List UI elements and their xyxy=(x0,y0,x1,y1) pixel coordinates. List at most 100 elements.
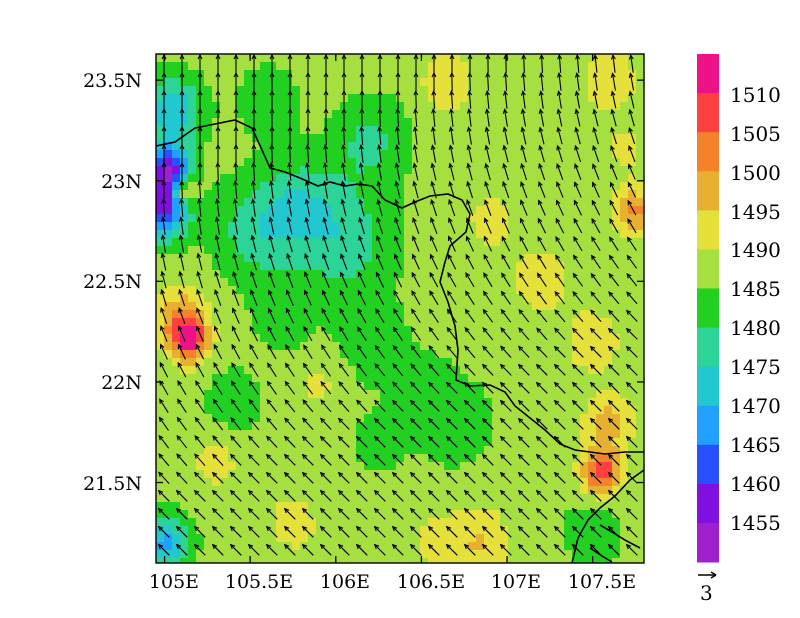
field-cell xyxy=(220,438,229,447)
field-cell xyxy=(220,190,229,199)
field-cell xyxy=(388,310,397,319)
field-cell xyxy=(612,230,621,239)
field-cell xyxy=(316,230,325,239)
field-cell xyxy=(364,454,373,463)
field-cell xyxy=(292,414,301,423)
field-cell xyxy=(348,438,357,447)
wind-vector xyxy=(445,453,458,466)
field-cell xyxy=(428,390,437,399)
field-cell xyxy=(508,134,517,143)
field-cell xyxy=(204,86,213,95)
field-cell xyxy=(572,150,581,159)
field-cell xyxy=(396,446,405,455)
field-cell xyxy=(436,334,445,343)
wind-vector xyxy=(249,325,259,342)
wind-vector xyxy=(304,198,311,217)
field-cell xyxy=(388,342,397,351)
field-cell xyxy=(596,302,605,311)
field-cell xyxy=(580,374,589,383)
field-cell xyxy=(212,358,221,367)
wind-vector xyxy=(250,270,258,289)
field-cell xyxy=(612,118,621,127)
field-cell xyxy=(164,398,173,407)
field-cell xyxy=(324,358,333,367)
wind-vector xyxy=(265,507,278,520)
wind-vector xyxy=(179,161,185,181)
field-cell xyxy=(332,342,341,351)
field-cell xyxy=(220,262,229,271)
field-cell xyxy=(404,470,413,479)
wind-vector xyxy=(159,361,169,378)
wind-vector xyxy=(374,344,386,359)
field-cell xyxy=(556,390,565,399)
field-cell xyxy=(532,382,541,391)
field-cell xyxy=(396,414,405,423)
wind-vector xyxy=(628,108,635,127)
field-cell xyxy=(388,302,397,311)
field-cell xyxy=(212,422,221,431)
field-cell xyxy=(260,502,269,511)
field-cell xyxy=(284,198,293,207)
field-cell xyxy=(356,286,365,295)
field-cell xyxy=(340,174,349,183)
field-cell xyxy=(620,526,629,535)
field-cell xyxy=(444,222,453,231)
field-cell xyxy=(228,382,237,391)
field-cell xyxy=(428,278,437,287)
field-cell xyxy=(580,510,589,519)
field-cell xyxy=(436,222,445,231)
field-cell xyxy=(380,86,389,95)
field-cell xyxy=(460,398,469,407)
wind-vector xyxy=(590,272,602,287)
wind-vector xyxy=(483,217,492,234)
field-cell xyxy=(316,422,325,431)
field-cell xyxy=(372,262,381,271)
field-cell xyxy=(324,174,333,183)
field-cell xyxy=(596,374,605,383)
field-cell xyxy=(548,518,557,527)
field-cell xyxy=(204,422,213,431)
field-cell xyxy=(380,470,389,479)
wind-vector xyxy=(355,471,368,484)
field-cell xyxy=(532,374,541,383)
field-cell xyxy=(236,254,245,263)
wind-vector xyxy=(179,179,185,199)
field-cell xyxy=(388,230,397,239)
field-cell xyxy=(332,534,341,543)
field-cell xyxy=(396,374,405,383)
field-cell xyxy=(524,286,533,295)
field-cell xyxy=(508,350,517,359)
field-cell xyxy=(484,230,493,239)
field-cell xyxy=(628,542,637,551)
field-cell xyxy=(620,142,629,151)
field-cell xyxy=(204,110,213,119)
field-cell xyxy=(516,78,525,87)
field-cell xyxy=(396,142,405,151)
field-cell xyxy=(228,94,237,103)
field-cell xyxy=(460,118,469,127)
field-cell xyxy=(508,174,517,183)
field-cell xyxy=(292,454,301,463)
field-cell xyxy=(260,278,269,287)
field-cell xyxy=(548,310,557,319)
field-cell xyxy=(436,302,445,311)
field-cell xyxy=(260,486,269,495)
field-cell xyxy=(396,118,405,127)
field-cell xyxy=(380,278,389,287)
field-cell xyxy=(364,254,373,263)
field-cell xyxy=(388,246,397,255)
field-cell xyxy=(588,230,597,239)
field-cell xyxy=(532,278,541,287)
field-cell xyxy=(444,150,453,159)
field-cell xyxy=(524,462,533,471)
field-cell xyxy=(212,406,221,415)
field-cell xyxy=(460,78,469,87)
field-cell xyxy=(540,518,549,527)
field-cell xyxy=(220,518,229,527)
field-cell xyxy=(252,110,261,119)
field-cell xyxy=(396,526,405,535)
wind-vector xyxy=(376,253,384,270)
field-cell xyxy=(252,158,261,167)
field-cell xyxy=(260,398,269,407)
field-cell xyxy=(244,502,253,511)
